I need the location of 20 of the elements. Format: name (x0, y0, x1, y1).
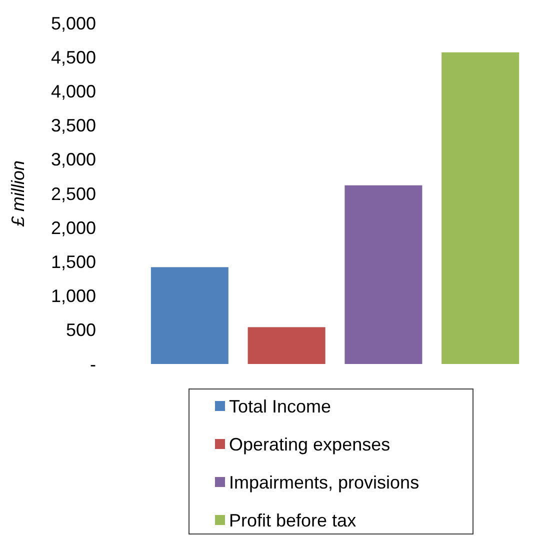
legend-label: Total Income (229, 396, 332, 416)
legend-label: Profit before tax (229, 510, 356, 530)
y-tick-label: - (90, 354, 96, 374)
y-tick-label: 2,500 (50, 184, 96, 204)
y-tick-label: 1,000 (50, 286, 96, 306)
y-tick-label: 1,500 (50, 252, 96, 272)
y-tick-label: 3,500 (50, 116, 96, 136)
y-tick-label: 2,000 (50, 218, 96, 238)
y-tick-label: 4,500 (50, 47, 96, 68)
y-axis-title: £ million (8, 160, 28, 228)
bar (248, 327, 326, 364)
y-tick-label: 4,000 (50, 82, 96, 102)
bar (150, 267, 228, 364)
y-tick-label: 3,000 (50, 150, 96, 170)
legend-label: Impairments, provisions (229, 472, 420, 492)
y-tick-label: 500 (66, 320, 96, 340)
bar (442, 52, 520, 364)
y-tick-label: 5,000 (50, 13, 96, 34)
legend-label: Operating expenses (229, 434, 390, 454)
bar (344, 185, 422, 364)
